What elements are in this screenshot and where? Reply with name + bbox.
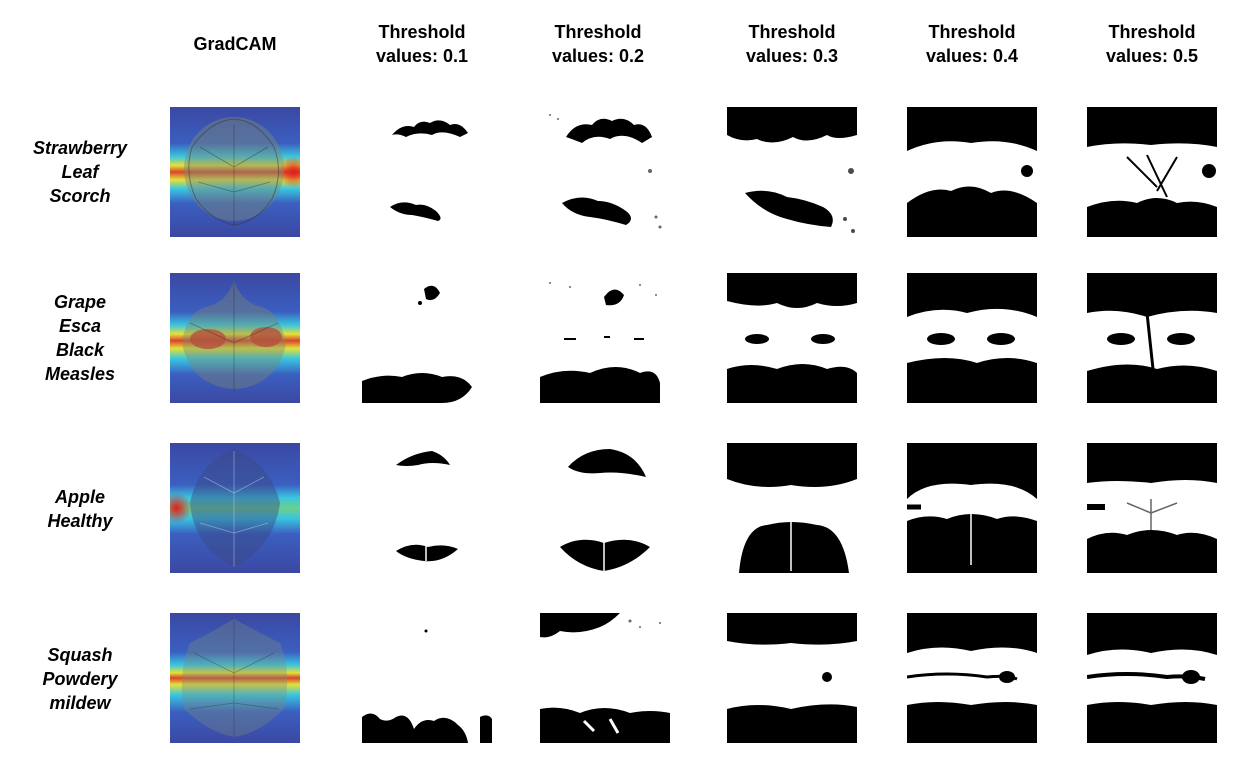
row-label-line: Apple bbox=[54, 487, 105, 507]
threshold-mask bbox=[907, 107, 1037, 237]
column-header-line1: Threshold bbox=[1108, 22, 1196, 42]
mask-strawberry-0-1 bbox=[362, 107, 492, 237]
column-header-line2: values: 0.4 bbox=[925, 46, 1019, 66]
gradcam-image-apple bbox=[170, 443, 300, 573]
gradcam-heatmap bbox=[170, 613, 300, 743]
row-label-line: Black bbox=[55, 340, 105, 360]
threshold-mask bbox=[362, 613, 492, 743]
row-label-strawberry-leaf-scorch: Strawberry Leaf Scorch bbox=[0, 136, 160, 208]
threshold-mask bbox=[362, 107, 492, 237]
threshold-mask bbox=[540, 107, 670, 237]
mask-apple-0-3 bbox=[727, 443, 857, 573]
mask-strawberry-0-5 bbox=[1087, 107, 1217, 237]
row-label-line: Powdery bbox=[42, 669, 118, 689]
mask-grape-0-1 bbox=[362, 273, 492, 403]
threshold-mask bbox=[907, 443, 1037, 573]
threshold-mask bbox=[540, 613, 670, 743]
column-header-line1: Threshold bbox=[748, 22, 836, 42]
threshold-mask bbox=[727, 273, 857, 403]
threshold-mask bbox=[1087, 273, 1217, 403]
column-header-line2: values: 0.3 bbox=[745, 46, 839, 66]
mask-apple-0-2 bbox=[540, 443, 670, 573]
column-header-threshold-0-1: Threshold values: 0.1 bbox=[342, 20, 502, 68]
row-label-line: mildew bbox=[49, 693, 111, 713]
column-header-line2: values: 0.1 bbox=[375, 46, 469, 66]
mask-grape-0-3 bbox=[727, 273, 857, 403]
mask-strawberry-0-4 bbox=[907, 107, 1037, 237]
threshold-mask bbox=[907, 613, 1037, 743]
threshold-mask bbox=[907, 273, 1037, 403]
mask-strawberry-0-3 bbox=[727, 107, 857, 237]
threshold-mask bbox=[362, 273, 492, 403]
mask-grape-0-4 bbox=[907, 273, 1037, 403]
gradcam-heatmap bbox=[170, 443, 300, 573]
column-header-threshold-0-2: Threshold values: 0.2 bbox=[518, 20, 678, 68]
mask-apple-0-5 bbox=[1087, 443, 1217, 573]
threshold-mask bbox=[727, 443, 857, 573]
row-label-line: Esca bbox=[58, 316, 102, 336]
threshold-mask bbox=[1087, 613, 1217, 743]
mask-squash-0-2 bbox=[540, 613, 670, 743]
threshold-mask bbox=[362, 443, 492, 573]
column-header-threshold-0-4: Threshold values: 0.4 bbox=[892, 20, 1052, 68]
column-header-gradcam: GradCAM bbox=[155, 20, 315, 56]
row-label-squash-powdery-mildew: Squash Powdery mildew bbox=[0, 643, 160, 715]
threshold-mask bbox=[727, 613, 857, 743]
mask-squash-0-1 bbox=[362, 613, 492, 743]
threshold-mask bbox=[540, 273, 670, 403]
mask-grape-0-2 bbox=[540, 273, 670, 403]
gradcam-image-grape bbox=[170, 273, 300, 403]
column-header-line1: Threshold bbox=[378, 22, 466, 42]
mask-apple-0-4 bbox=[907, 443, 1037, 573]
gradcam-image-strawberry bbox=[170, 107, 300, 237]
mask-squash-0-5 bbox=[1087, 613, 1217, 743]
row-label-line: Scorch bbox=[49, 186, 111, 206]
gradcam-heatmap bbox=[170, 107, 300, 237]
row-label-apple-healthy: Apple Healthy bbox=[0, 485, 160, 533]
row-label-line: Squash bbox=[47, 645, 113, 665]
column-header-threshold-0-3: Threshold values: 0.3 bbox=[712, 20, 872, 68]
column-header-line1: Threshold bbox=[928, 22, 1016, 42]
row-label-line: Healthy bbox=[47, 511, 113, 531]
row-label-line: Strawberry bbox=[32, 138, 128, 158]
mask-apple-0-1 bbox=[362, 443, 492, 573]
mask-strawberry-0-2 bbox=[540, 107, 670, 237]
mask-squash-0-4 bbox=[907, 613, 1037, 743]
row-label-line: Leaf bbox=[61, 162, 99, 182]
gradcam-heatmap bbox=[170, 273, 300, 403]
threshold-mask bbox=[540, 443, 670, 573]
column-header-line2: values: 0.2 bbox=[551, 46, 645, 66]
threshold-mask bbox=[1087, 107, 1217, 237]
column-header-line2: values: 0.5 bbox=[1105, 46, 1199, 66]
mask-squash-0-3 bbox=[727, 613, 857, 743]
mask-grape-0-5 bbox=[1087, 273, 1217, 403]
row-label-line: Measles bbox=[44, 364, 116, 384]
row-label-grape-esca-black-measles: Grape Esca Black Measles bbox=[0, 290, 160, 386]
threshold-mask bbox=[727, 107, 857, 237]
threshold-mask bbox=[1087, 443, 1217, 573]
gradcam-image-squash bbox=[170, 613, 300, 743]
row-label-line: Grape bbox=[53, 292, 107, 312]
column-header-line1: Threshold bbox=[554, 22, 642, 42]
column-header-threshold-0-5: Threshold values: 0.5 bbox=[1072, 20, 1232, 68]
column-header-gradcam-text: GradCAM bbox=[193, 34, 277, 54]
